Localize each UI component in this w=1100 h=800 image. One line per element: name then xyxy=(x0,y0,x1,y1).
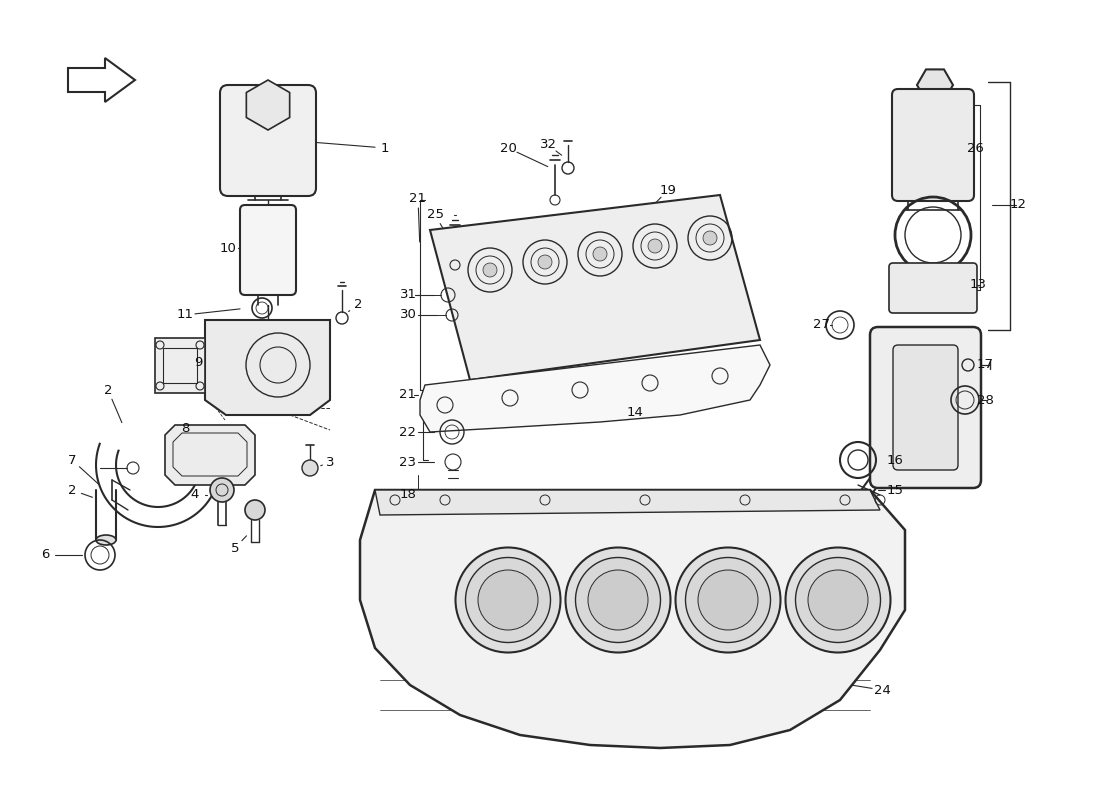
Ellipse shape xyxy=(588,570,648,630)
Text: 8: 8 xyxy=(180,422,189,434)
Text: 22: 22 xyxy=(399,426,417,438)
Polygon shape xyxy=(420,345,770,432)
Ellipse shape xyxy=(698,570,758,630)
Circle shape xyxy=(245,500,265,520)
Ellipse shape xyxy=(785,547,891,653)
Text: 17: 17 xyxy=(977,358,993,371)
Text: 3: 3 xyxy=(326,455,334,469)
Text: 19: 19 xyxy=(660,183,676,197)
Text: 12: 12 xyxy=(1010,198,1026,211)
Polygon shape xyxy=(165,425,255,485)
Text: 2: 2 xyxy=(103,383,112,397)
Polygon shape xyxy=(360,490,905,748)
Circle shape xyxy=(483,263,497,277)
Text: 32: 32 xyxy=(539,138,557,151)
Polygon shape xyxy=(155,338,205,393)
Text: 7: 7 xyxy=(68,454,76,466)
Circle shape xyxy=(538,255,552,269)
Circle shape xyxy=(648,239,662,253)
Polygon shape xyxy=(890,265,975,310)
Ellipse shape xyxy=(675,547,781,653)
FancyBboxPatch shape xyxy=(870,327,981,488)
Text: 16: 16 xyxy=(887,454,903,466)
Text: 30: 30 xyxy=(399,309,417,322)
Text: 10: 10 xyxy=(220,242,236,254)
Polygon shape xyxy=(917,70,953,101)
Ellipse shape xyxy=(565,547,671,653)
Circle shape xyxy=(210,478,234,502)
Text: 23: 23 xyxy=(399,455,417,469)
FancyBboxPatch shape xyxy=(220,85,316,196)
Text: 27: 27 xyxy=(814,318,830,331)
Text: 13: 13 xyxy=(969,278,987,291)
Text: 1: 1 xyxy=(381,142,389,154)
FancyBboxPatch shape xyxy=(889,263,977,313)
Text: 25: 25 xyxy=(427,209,443,222)
Text: 31: 31 xyxy=(399,289,417,302)
Text: 9: 9 xyxy=(194,355,202,369)
Circle shape xyxy=(302,460,318,476)
Text: 14: 14 xyxy=(627,406,644,418)
Ellipse shape xyxy=(575,558,660,642)
Text: 20: 20 xyxy=(499,142,516,154)
Ellipse shape xyxy=(808,570,868,630)
Text: 6: 6 xyxy=(41,549,50,562)
Text: 2: 2 xyxy=(68,483,76,497)
Polygon shape xyxy=(430,195,760,380)
Text: 2: 2 xyxy=(354,298,362,311)
Text: 28: 28 xyxy=(977,394,993,406)
Ellipse shape xyxy=(685,558,770,642)
Text: 24: 24 xyxy=(873,683,890,697)
Text: 4: 4 xyxy=(190,489,199,502)
Text: 11: 11 xyxy=(176,309,194,322)
FancyBboxPatch shape xyxy=(240,205,296,295)
Text: 21: 21 xyxy=(409,191,427,205)
Ellipse shape xyxy=(96,535,115,545)
FancyBboxPatch shape xyxy=(892,89,974,201)
Text: 21: 21 xyxy=(399,389,417,402)
Ellipse shape xyxy=(455,547,561,653)
Text: 5: 5 xyxy=(231,542,240,554)
Polygon shape xyxy=(375,490,880,515)
Circle shape xyxy=(593,247,607,261)
Ellipse shape xyxy=(478,570,538,630)
Text: 18: 18 xyxy=(399,489,417,502)
Ellipse shape xyxy=(795,558,880,642)
Polygon shape xyxy=(205,320,330,415)
Polygon shape xyxy=(246,80,289,130)
Text: 26: 26 xyxy=(967,142,983,154)
Circle shape xyxy=(703,231,717,245)
FancyBboxPatch shape xyxy=(893,345,958,470)
Ellipse shape xyxy=(465,558,550,642)
Text: 15: 15 xyxy=(887,483,903,497)
